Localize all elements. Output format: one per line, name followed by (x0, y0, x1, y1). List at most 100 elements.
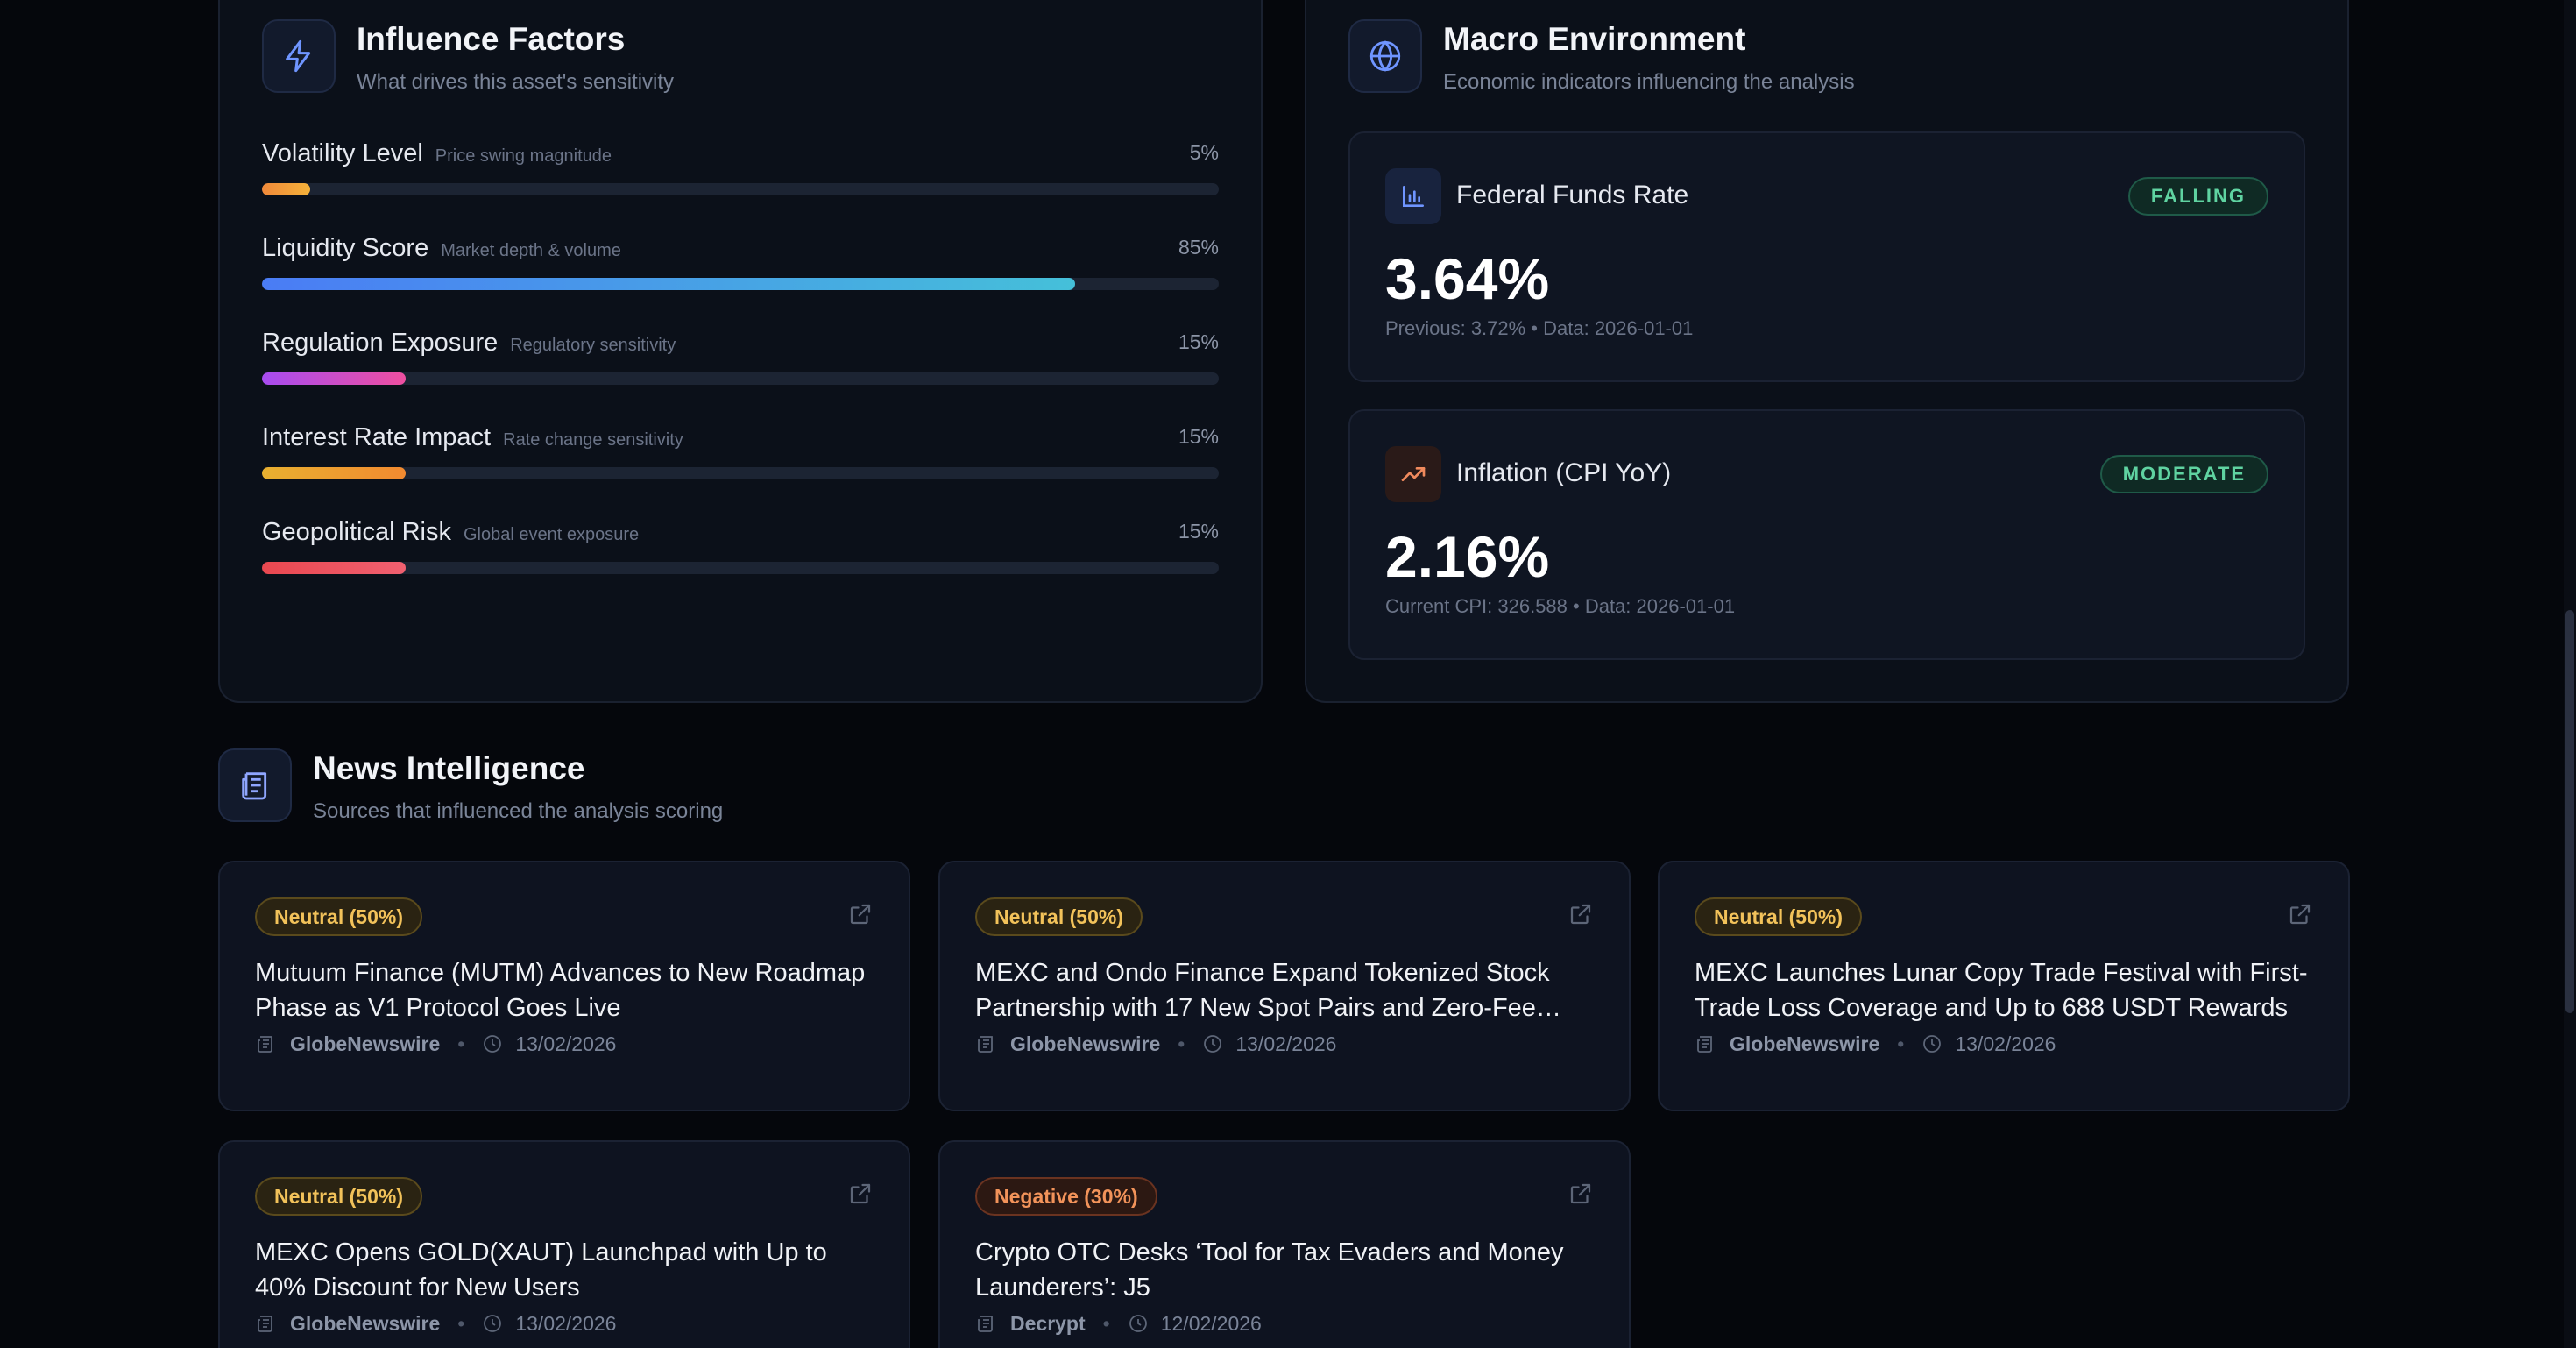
news-card[interactable]: Neutral (50%) Mutuum Finance (MUTM) Advan… (218, 861, 910, 1111)
news-card[interactable]: Neutral (50%) MEXC Opens GOLD(XAUT) Launc… (218, 1140, 910, 1348)
news-source: GlobeNewswire (290, 1311, 441, 1335)
news-card[interactable]: Negative (30%) Crypto OTC Desks ‘Tool for… (938, 1140, 1631, 1348)
macro-title: Macro Environment (1443, 21, 1746, 57)
newspaper-icon (258, 1036, 272, 1053)
macro-card-name: Federal Funds Rate (1456, 181, 1689, 209)
factor-track (262, 278, 1219, 290)
news-card[interactable]: Neutral (50%) MEXC and Ondo Finance Expan… (938, 861, 1631, 1111)
news-date: 12/02/2026 (1160, 1311, 1262, 1335)
news-meta: Decrypt • 12/02/2026 (975, 1310, 1262, 1337)
factor-fill (262, 562, 406, 574)
macro-card-meta: Current CPI: 326.588 • Data: 2026-01-01 (1385, 595, 1736, 617)
clock-icon (484, 1315, 502, 1332)
sentiment-badge: Neutral (50%) (975, 897, 1143, 936)
newspaper-icon (978, 1036, 993, 1053)
factor-label: Regulation Exposure (262, 329, 499, 357)
news-date: 13/02/2026 (515, 1311, 617, 1335)
factor-fill (262, 372, 406, 385)
news-source: GlobeNewswire (1730, 1032, 1880, 1055)
macro-card-name: Inflation (CPI YoY) (1456, 458, 1672, 487)
factor-name: Geopolitical Risk Global event exposure (262, 518, 639, 547)
newspaper-icon (1697, 1036, 1712, 1053)
external-link-icon[interactable] (847, 901, 874, 927)
factor-fill (262, 467, 406, 479)
scrollbar-thumb[interactable] (2565, 610, 2574, 1013)
separator-dot: • (457, 1032, 465, 1055)
separator-dot: • (1102, 1311, 1110, 1335)
external-link-icon[interactable] (1568, 901, 1594, 927)
factor-name: Liquidity Score Market depth & volume (262, 234, 621, 263)
macro-card-meta: Previous: 3.72% • Data: 2026-01-01 (1385, 317, 1694, 339)
news-date: 13/02/2026 (515, 1032, 617, 1055)
sentiment-badge: Neutral (50%) (1695, 897, 1862, 936)
sentiment-badge: Neutral (50%) (255, 1177, 422, 1216)
factor-row: Interest Rate Impact Rate change sensitiv… (262, 423, 1219, 493)
influence-subtitle: What drives this asset's sensitivity (357, 70, 675, 94)
news-source: Decrypt (1010, 1311, 1086, 1335)
factor-fill (262, 278, 1076, 290)
clock-icon (1129, 1315, 1147, 1332)
factor-description: Rate change sensitivity (503, 430, 683, 450)
globe-icon (1348, 19, 1422, 93)
news-meta: GlobeNewswire • 13/02/2026 (255, 1310, 616, 1337)
news-headline[interactable]: Mutuum Finance (MUTM) Advances to New Ro… (255, 959, 866, 1022)
factor-percent: 15% (1178, 425, 1219, 448)
trending-up-icon (1385, 446, 1441, 502)
news-date: 13/02/2026 (1955, 1032, 2056, 1055)
macro-card-value: 2.16% (1385, 524, 1550, 589)
separator-dot: • (1897, 1032, 1905, 1055)
factor-track (262, 372, 1219, 385)
factor-description: Price swing magnitude (435, 146, 612, 166)
factor-name: Regulation Exposure Regulatory sensitivit… (262, 329, 676, 358)
news-date: 13/02/2026 (1235, 1032, 1337, 1055)
news-meta: GlobeNewswire • 13/02/2026 (255, 1031, 616, 1057)
external-link-icon[interactable] (2287, 901, 2313, 927)
clock-icon (484, 1035, 502, 1053)
newspaper-icon (218, 748, 292, 822)
factor-percent: 5% (1189, 141, 1219, 164)
news-headline[interactable]: MEXC Launches Lunar Copy Trade Festival … (1695, 959, 2308, 1022)
factor-description: Regulatory sensitivity (510, 336, 676, 355)
status-badge: FALLING (2127, 177, 2268, 216)
factor-row: Liquidity Score Market depth & volume 85% (262, 234, 1219, 304)
macro-card-inflation: Inflation (CPI YoY) MODERATE 2.16% Curre… (1348, 409, 2305, 660)
external-link-icon[interactable] (1568, 1181, 1594, 1207)
bar-chart-icon (1385, 168, 1441, 224)
factor-track (262, 183, 1219, 195)
sentiment-badge: Neutral (50%) (255, 897, 422, 936)
news-source: GlobeNewswire (1010, 1032, 1161, 1055)
factor-percent: 15% (1178, 330, 1219, 353)
news-meta: GlobeNewswire • 13/02/2026 (975, 1031, 1336, 1057)
factor-label: Geopolitical Risk (262, 518, 451, 546)
news-subtitle: Sources that influenced the analysis sco… (313, 799, 724, 823)
factor-name: Interest Rate Impact Rate change sensitiv… (262, 423, 683, 452)
news-title: News Intelligence (313, 750, 585, 786)
news-card[interactable]: Neutral (50%) MEXC Launches Lunar Copy Tr… (1658, 861, 2350, 1111)
factor-row: Geopolitical Risk Global event exposure 15… (262, 518, 1219, 588)
influence-title: Influence Factors (357, 21, 626, 57)
clock-icon (1204, 1035, 1222, 1053)
factor-name: Volatility Level Price swing magnitude (262, 139, 612, 168)
external-link-icon[interactable] (847, 1181, 874, 1207)
factor-percent: 85% (1178, 236, 1219, 259)
factor-row: Regulation Exposure Regulatory sensitivit… (262, 329, 1219, 399)
sentiment-badge: Negative (30%) (975, 1177, 1157, 1216)
factor-row: Volatility Level Price swing magnitude 5% (262, 139, 1219, 209)
lightning-icon (262, 19, 336, 93)
factor-label: Volatility Level (262, 139, 423, 167)
factor-fill (262, 183, 310, 195)
factor-track (262, 562, 1219, 574)
newspaper-icon (978, 1316, 993, 1332)
news-headline[interactable]: MEXC and Ondo Finance Expand Tokenized S… (975, 959, 1550, 1022)
separator-dot: • (457, 1311, 465, 1335)
influence-factors-panel (218, 0, 1263, 703)
macro-card-fed-funds: Federal Funds Rate FALLING 3.64% Previou… (1348, 131, 2305, 382)
news-source: GlobeNewswire (290, 1032, 441, 1055)
factor-label: Liquidity Score (262, 234, 429, 262)
status-badge: MODERATE (2099, 455, 2268, 493)
news-headline[interactable]: MEXC Opens GOLD(XAUT) Launchpad with Up … (255, 1238, 827, 1302)
news-headline[interactable]: Crypto OTC Desks ‘Tool for Tax Evaders a… (975, 1238, 1564, 1302)
factor-track (262, 467, 1219, 479)
separator-dot: • (1178, 1032, 1185, 1055)
news-meta: GlobeNewswire • 13/02/2026 (1695, 1031, 2056, 1057)
